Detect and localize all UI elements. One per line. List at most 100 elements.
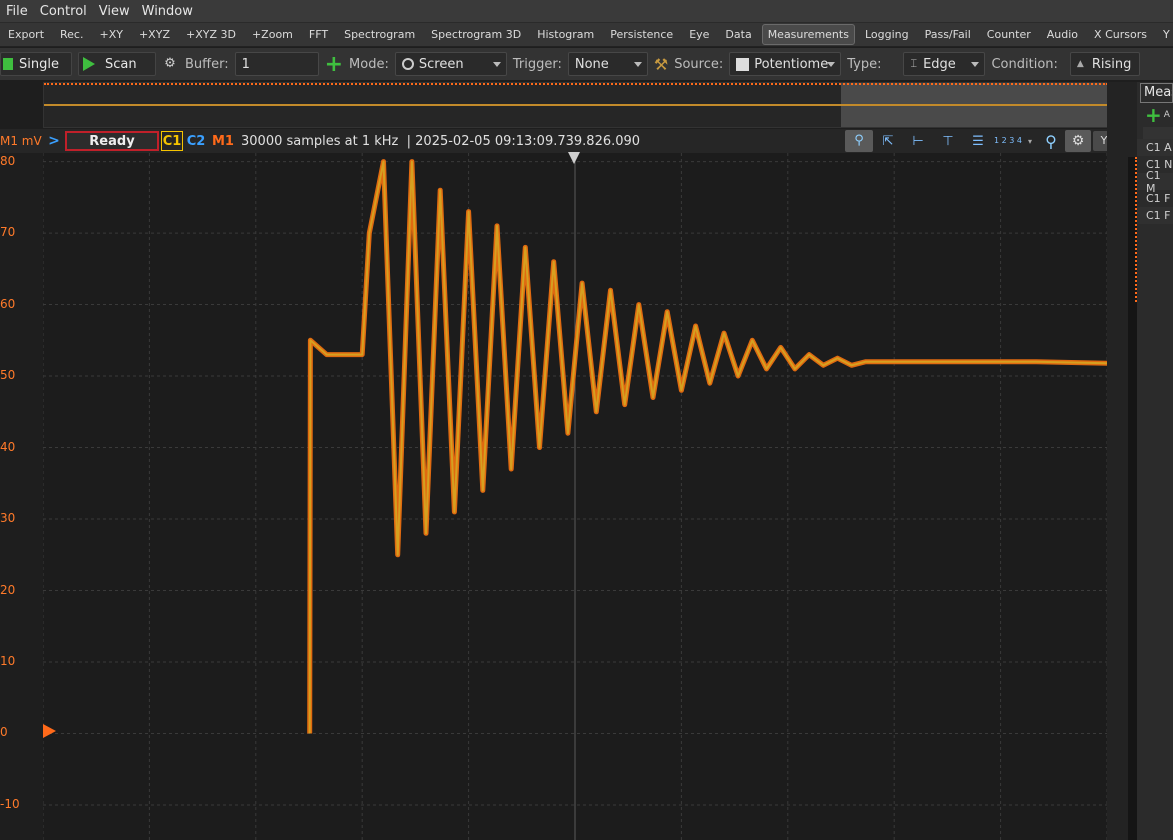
tab-measurements[interactable]: Measurements (761, 24, 855, 45)
vertical-measure-icon[interactable]: ⊤ (942, 133, 954, 149)
zoom-tools: ⚲ ⇱ ⊢ ⊤ ☰ 1 2 3 4 ▾ ⚲ ⚙ Y (845, 129, 1115, 153)
zero-level-marker-icon[interactable] (43, 724, 56, 738)
tab-rec[interactable]: Rec. (60, 28, 84, 41)
horizontal-measure-icon[interactable]: ⊢ (912, 133, 924, 149)
single-button[interactable]: Single (0, 52, 72, 76)
plot-settings-gear-icon[interactable]: ⚙ (1065, 130, 1091, 152)
y-tick-label: 40 (0, 439, 16, 454)
y-tick-label: 10 (0, 653, 16, 668)
tab-spectrogram[interactable]: Spectrogram (344, 28, 416, 41)
tab-counter[interactable]: Counter (986, 28, 1031, 41)
y-tick-label: 20 (0, 582, 16, 597)
chevron-down-icon (971, 62, 980, 67)
ready-status-badge: Ready (65, 131, 159, 151)
trigger-select[interactable]: None (567, 52, 648, 76)
trigger-marker-icon[interactable] (568, 152, 580, 164)
math-m1-button[interactable]: M1 (212, 133, 234, 149)
source-color-swatch (736, 57, 750, 71)
buffer-input[interactable]: 1 (234, 52, 319, 76)
single-label: Single (19, 56, 59, 72)
condition-value: Rising (1091, 56, 1132, 72)
vertical-scrollbar[interactable] (1107, 82, 1137, 840)
tab-y-cursors[interactable]: Y Cursors (1162, 28, 1173, 41)
measurement-row[interactable]: C1 F (1137, 207, 1173, 224)
tab-xyz[interactable]: +XYZ (138, 28, 170, 41)
scrollbar-thumb[interactable] (1128, 157, 1137, 840)
screen-icon (401, 58, 414, 70)
m1-trace (308, 160, 1107, 734)
tab-x-cursors[interactable]: X Cursors (1094, 28, 1147, 41)
tab-zoom[interactable]: +Zoom (251, 28, 293, 41)
measurement-row[interactable]: C1 F (1137, 190, 1173, 207)
scan-label: Scan (105, 56, 137, 72)
menu-view[interactable]: View (98, 3, 130, 19)
tab-pass-fail[interactable]: Pass/Fail (924, 28, 971, 41)
tab-spectrogram-3d[interactable]: Spectrogram 3D (431, 28, 522, 41)
tab-eye[interactable]: Eye (689, 28, 710, 41)
source-value: Potentiome (754, 56, 829, 72)
status-bar: M1 mV > Ready C1 C2 M1 30000 samples at … (0, 129, 1115, 153)
mode-select[interactable]: Screen (394, 52, 507, 76)
toolbar: Single Scan ⚙ Buffer: 1 + Mode: Screen T… (0, 48, 1173, 80)
add-icon[interactable]: + (324, 51, 344, 77)
y-axis: 80 70 60 50 40 30 20 10 0 -10 (0, 153, 43, 840)
type-value: Edge (923, 56, 956, 72)
tab-fft[interactable]: FFT (308, 28, 329, 41)
condition-select[interactable]: ▲ Rising (1069, 52, 1140, 76)
measurement-row[interactable]: C1 M (1137, 169, 1173, 195)
y-tick-label: 60 (0, 296, 16, 311)
tab-data[interactable]: Data (725, 28, 752, 41)
measurements-list: C1 A C1 N C1 M C1 F C1 F (1137, 139, 1173, 224)
scroll-marker (1128, 157, 1137, 302)
source-select[interactable]: Potentiome (729, 52, 842, 76)
tab-export[interactable]: Export (8, 28, 45, 41)
channel-c2-button[interactable]: C2 (186, 133, 206, 149)
menu-control[interactable]: Control (39, 3, 87, 19)
mode-label: Mode: (349, 56, 389, 72)
y-tick-label: -10 (0, 796, 20, 811)
measurements-table-header (1143, 127, 1173, 139)
trigger-label: Trigger: (512, 56, 562, 72)
scan-button[interactable]: Scan (78, 52, 156, 76)
tab-xyz-3d[interactable]: +XYZ 3D (185, 28, 236, 41)
unit-label: M1 mV (0, 134, 42, 148)
scope-plot[interactable] (43, 153, 1107, 840)
type-label: Type: (847, 56, 882, 72)
plot-canvas (43, 153, 1107, 840)
hammer-icon[interactable]: ⚒ (653, 54, 669, 74)
channel-c1-button[interactable]: C1 (161, 131, 183, 151)
zoom-mode-icon[interactable]: ⚲ (845, 130, 873, 152)
tab-histogram[interactable]: Histogram (537, 28, 595, 41)
tab-persistence[interactable]: Persistence (610, 28, 674, 41)
numbered-zoom-icon[interactable]: 1 2 3 4 (994, 136, 1022, 145)
measurements-panel: Meas + A C1 AC1 NC1 MC1 FC1 F (1137, 82, 1173, 840)
edge-icon: ⌶ (910, 57, 918, 70)
add-measurement-icon: + (1145, 103, 1162, 127)
overview-trigger-line (44, 83, 1108, 85)
tab-audio[interactable]: Audio (1046, 28, 1079, 41)
align-icon[interactable]: ☰ (972, 133, 984, 149)
trigger-value: None (574, 56, 609, 72)
menu-window[interactable]: Window (141, 3, 193, 19)
add-measurement-button[interactable]: + A (1137, 103, 1173, 127)
measurement-row[interactable]: C1 A (1137, 139, 1173, 156)
overview-strip[interactable] (43, 82, 1108, 128)
cursor-icon[interactable]: ⇱ (882, 133, 894, 149)
scan-play-icon (83, 57, 95, 71)
gear-icon[interactable]: ⚙ (164, 56, 176, 71)
tab-bar: Export Rec. +XY +XYZ +XYZ 3D +Zoom FFT Spectrog… (0, 22, 1173, 47)
chevron-down-icon (492, 62, 501, 67)
overview-trace (44, 104, 1108, 106)
small-chevron-icon[interactable]: ▾ (1027, 136, 1032, 146)
y-tick-label: 50 (0, 368, 16, 383)
measurement-row[interactable]: C1 N (1137, 156, 1173, 173)
tab-xy[interactable]: +XY (99, 28, 123, 41)
buffer-value: 1 (241, 56, 250, 72)
expand-icon[interactable]: > (48, 133, 60, 149)
single-play-icon (3, 58, 13, 70)
menu-file[interactable]: File (6, 3, 28, 19)
search-icon[interactable]: ⚲ (1045, 131, 1057, 151)
tab-logging[interactable]: Logging (864, 28, 909, 41)
y-tick-label: 70 (0, 225, 16, 240)
type-select[interactable]: ⌶ Edge (903, 52, 986, 76)
